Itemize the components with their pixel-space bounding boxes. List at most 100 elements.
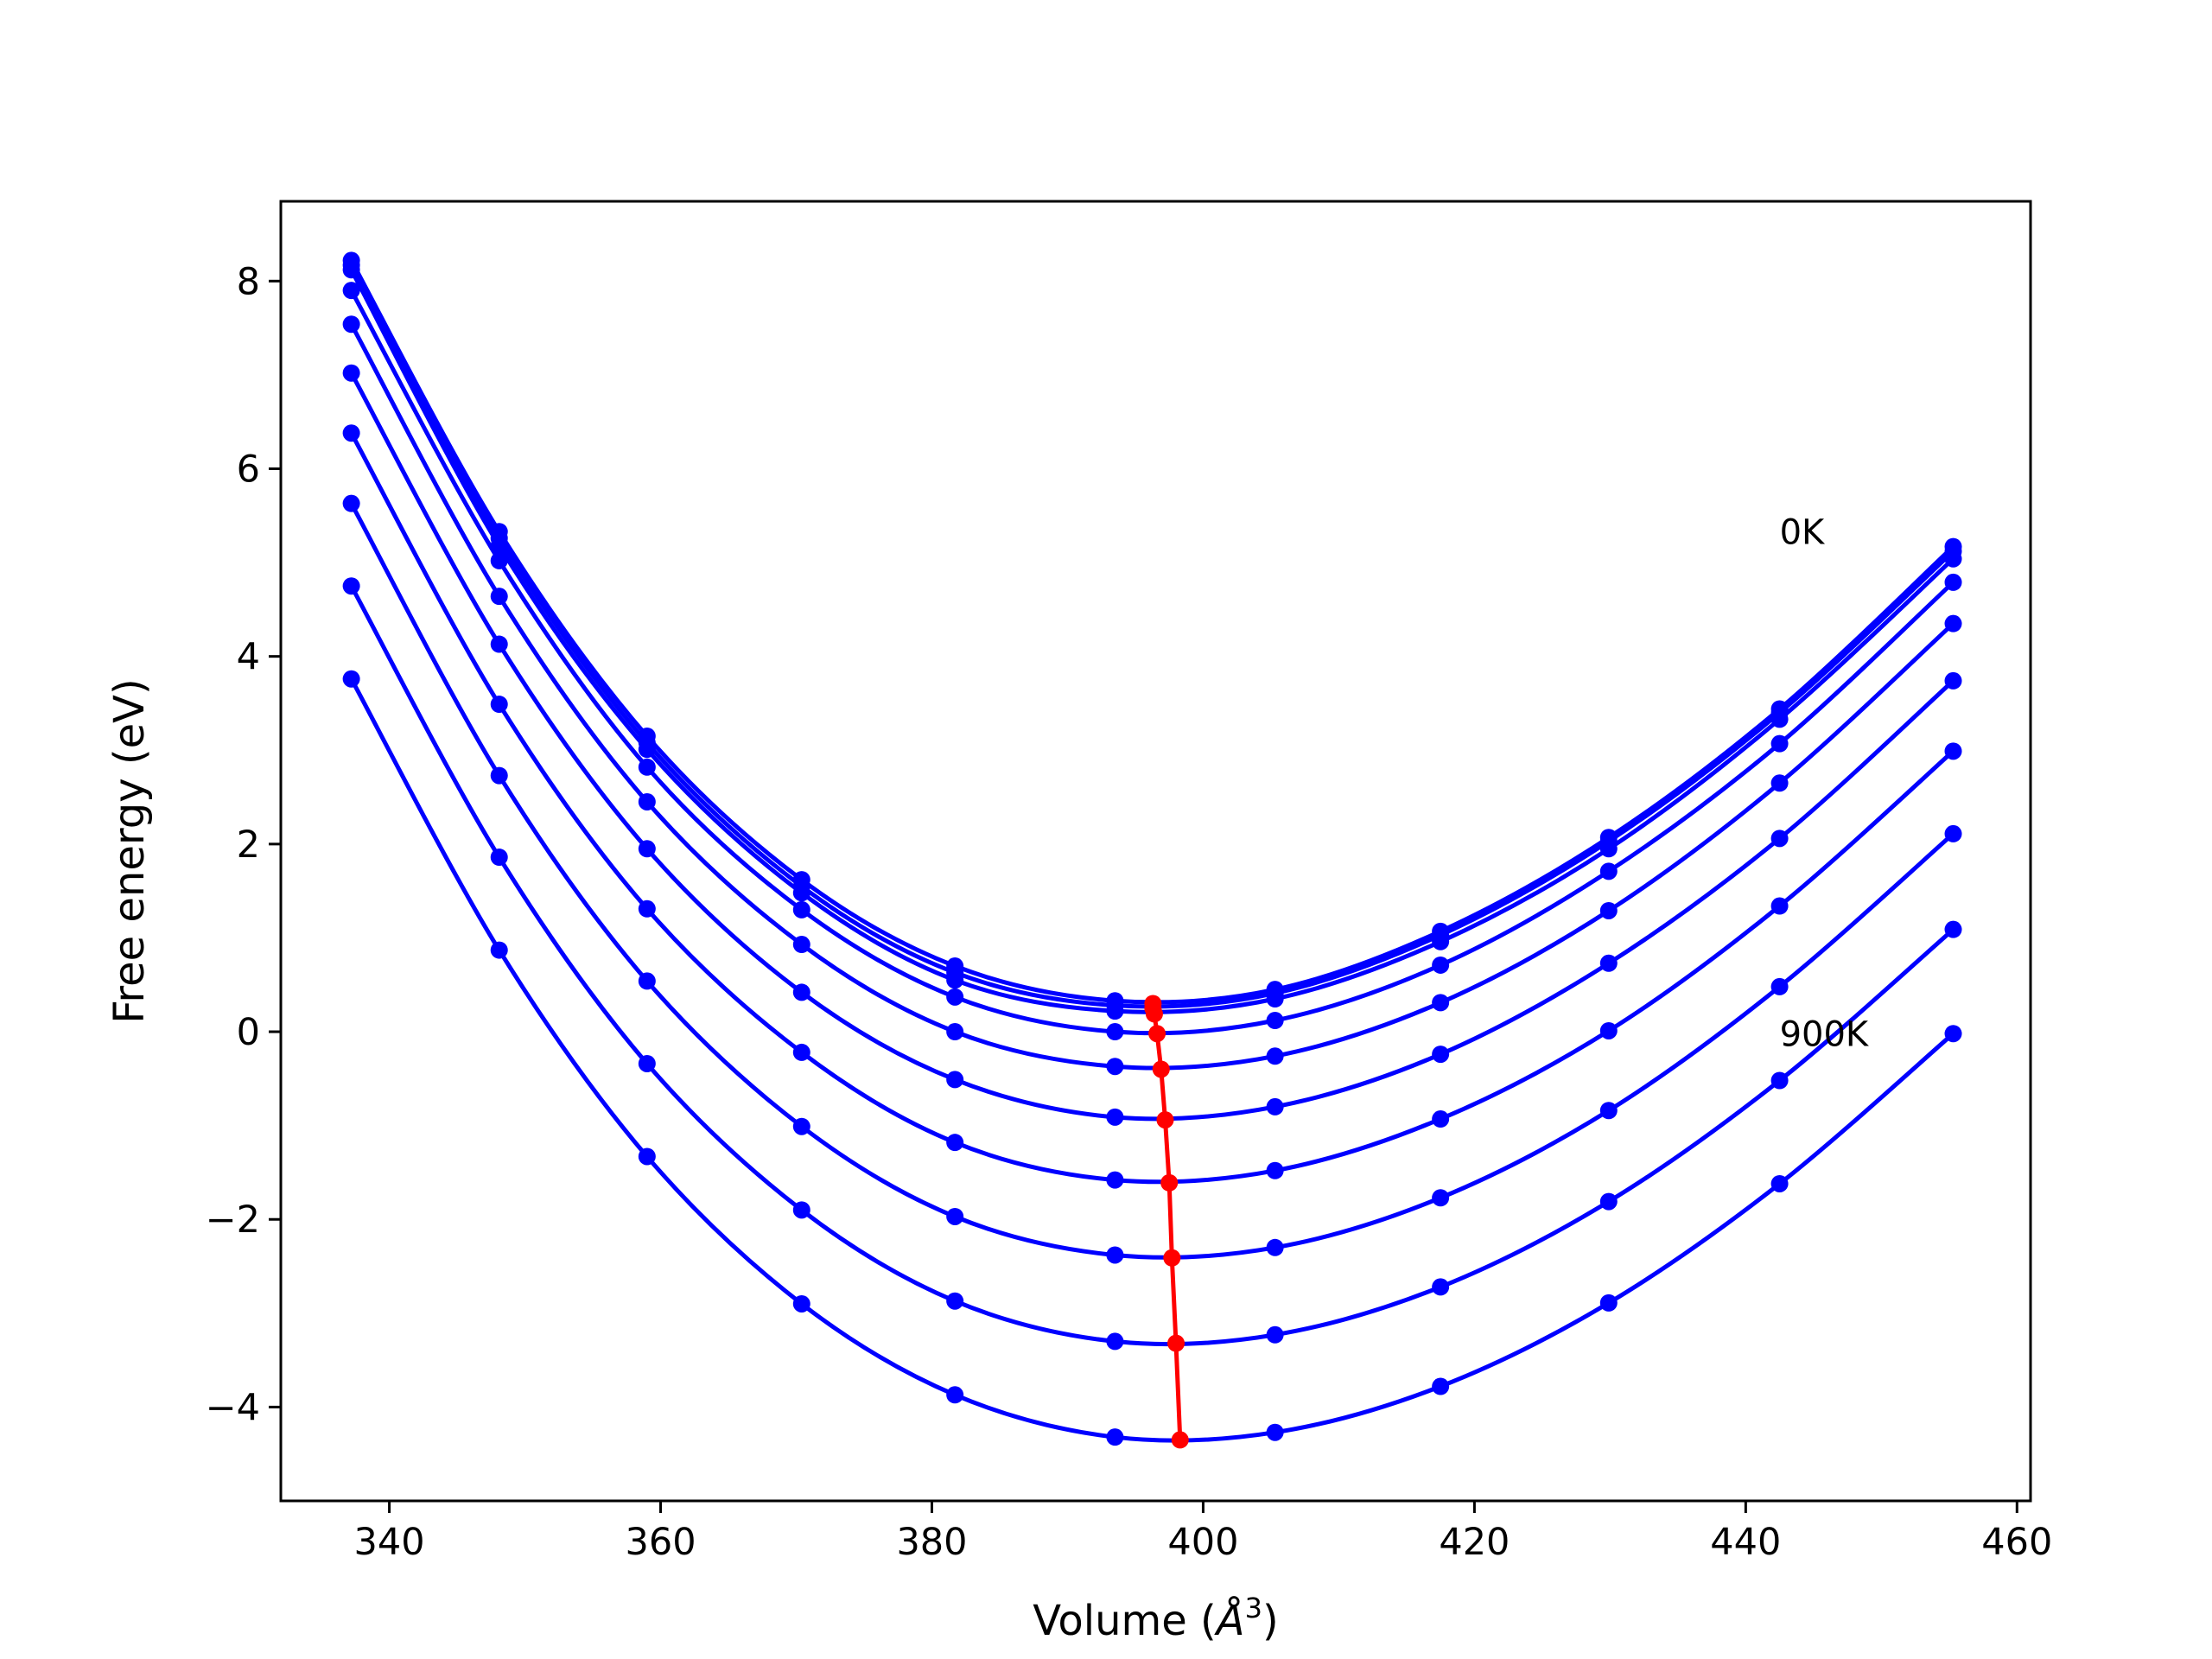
x-tick-label-340: 340 <box>354 1521 425 1564</box>
point-7-4 <box>946 1207 964 1225</box>
minimum-point-3 <box>1148 1025 1166 1043</box>
minimum-point-9 <box>1171 1431 1189 1449</box>
point-4-5 <box>1106 1058 1124 1076</box>
point-2-8 <box>1599 840 1618 858</box>
curve-4 <box>349 323 1955 1071</box>
point-4-6 <box>1266 1047 1284 1065</box>
minimum-point-4 <box>1152 1060 1170 1078</box>
curve-9 <box>349 677 1955 1443</box>
point-5-3 <box>792 983 810 1001</box>
point-8-4 <box>946 1292 964 1310</box>
minimum-point-7 <box>1163 1249 1181 1267</box>
y-tick-label--4: −4 <box>206 1386 260 1429</box>
x-axis-title: Volume (Å3) <box>1033 1592 1278 1645</box>
point-2-2 <box>638 741 656 759</box>
minimum-point-6 <box>1160 1173 1179 1192</box>
point-4-7 <box>1432 994 1450 1012</box>
point-2-1 <box>490 537 508 555</box>
point-8-9 <box>1770 1071 1789 1090</box>
point-8-6 <box>1266 1325 1284 1344</box>
point-4-2 <box>638 792 656 810</box>
minimum-point-8 <box>1167 1334 1185 1352</box>
x-tick-label-440: 440 <box>1710 1521 1781 1564</box>
x-tick-label-460: 460 <box>1981 1521 2052 1564</box>
y-tick-label-8: 8 <box>237 260 260 303</box>
plot-frame <box>279 200 2032 1503</box>
point-6-6 <box>1266 1161 1284 1179</box>
point-3-6 <box>1266 1012 1284 1030</box>
point-8-8 <box>1599 1192 1618 1211</box>
y-tick-label-0: 0 <box>237 1011 260 1054</box>
y-axis-ticks: −4 −2 0 2 4 6 8 <box>206 260 281 1429</box>
point-2-0 <box>342 261 360 279</box>
x-axis-title-exp: 3 <box>1245 1592 1262 1624</box>
curve-0 <box>349 259 1955 1005</box>
point-9-5 <box>1106 1428 1124 1446</box>
data-markers <box>342 251 1962 1446</box>
curve-5 <box>349 372 1955 1122</box>
point-6-1 <box>490 696 508 714</box>
point-5-10 <box>1944 671 1962 690</box>
point-8-2 <box>638 1054 656 1072</box>
curve-1 <box>349 264 1955 1009</box>
point-9-10 <box>1944 1025 1962 1043</box>
point-4-1 <box>490 588 508 606</box>
point-4-8 <box>1599 901 1618 919</box>
point-3-0 <box>342 282 360 300</box>
point-8-10 <box>1944 920 1962 938</box>
point-2-3 <box>792 884 810 902</box>
point-6-0 <box>342 424 360 442</box>
point-8-3 <box>792 1201 810 1219</box>
x-tick-label-380: 380 <box>896 1521 967 1564</box>
x-tick-label-360: 360 <box>625 1521 696 1564</box>
point-5-0 <box>342 364 360 382</box>
y-tick-label-2: 2 <box>237 823 260 867</box>
point-7-0 <box>342 494 360 512</box>
point-7-9 <box>1770 977 1789 995</box>
curve-2 <box>349 269 1955 1014</box>
point-7-5 <box>1106 1246 1124 1264</box>
point-5-6 <box>1266 1097 1284 1116</box>
point-4-4 <box>946 1023 964 1041</box>
minimum-point-5 <box>1156 1111 1174 1129</box>
x-tick-label-400: 400 <box>1167 1521 1238 1564</box>
point-4-0 <box>342 315 360 334</box>
point-5-5 <box>1106 1108 1124 1126</box>
y-tick-label--2: −2 <box>206 1198 260 1242</box>
point-2-4 <box>946 971 964 989</box>
point-2-6 <box>1266 990 1284 1008</box>
minima-line <box>1144 995 1189 1449</box>
point-9-4 <box>946 1386 964 1404</box>
point-3-1 <box>490 551 508 569</box>
point-3-4 <box>946 988 964 1006</box>
curve-6 <box>349 432 1955 1185</box>
x-axis-ticks: 340 360 380 400 420 440 460 <box>354 1501 2052 1564</box>
point-9-1 <box>490 941 508 959</box>
y-axis-title: Free energy (eV) <box>105 678 154 1023</box>
free-energy-curves <box>349 259 1955 1443</box>
point-2-7 <box>1432 932 1450 950</box>
point-9-2 <box>638 1147 656 1166</box>
x-axis-title-unit: Å <box>1214 1596 1245 1645</box>
point-9-9 <box>1770 1174 1789 1192</box>
x-axis-title-main: Volume ( <box>1033 1597 1217 1645</box>
point-7-10 <box>1944 824 1962 842</box>
point-7-2 <box>638 972 656 990</box>
point-8-7 <box>1432 1278 1450 1296</box>
point-5-8 <box>1599 954 1618 972</box>
point-6-9 <box>1770 897 1789 915</box>
y-tick-label-4: 4 <box>237 636 260 679</box>
point-7-7 <box>1432 1189 1450 1207</box>
point-6-7 <box>1432 1110 1450 1128</box>
point-7-8 <box>1599 1102 1618 1120</box>
annotations: 0K 900K <box>1780 512 1870 1054</box>
point-7-1 <box>490 766 508 785</box>
x-tick-label-420: 420 <box>1439 1521 1510 1564</box>
point-9-3 <box>792 1294 810 1313</box>
point-7-6 <box>1266 1238 1284 1256</box>
point-3-2 <box>638 758 656 776</box>
point-4-10 <box>1944 614 1962 632</box>
point-6-10 <box>1944 742 1962 760</box>
